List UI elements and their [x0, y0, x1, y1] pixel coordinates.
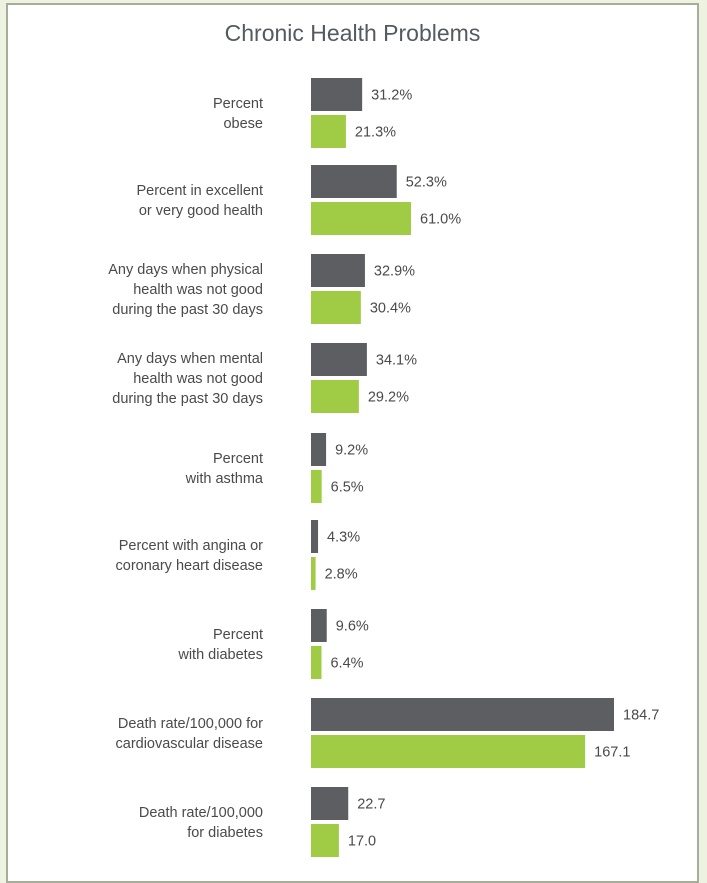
- category-label-2: Any days when physical health was not goo…: [108, 262, 263, 318]
- value-label-green-6: 6.4%: [330, 656, 363, 672]
- value-label-green-2: 30.4%: [370, 301, 411, 317]
- bar-green-2: [311, 291, 361, 324]
- value-label-dark-5: 4.3%: [327, 530, 360, 546]
- value-label-green-3: 29.2%: [368, 390, 409, 406]
- value-label-green-8: 17.0: [348, 834, 376, 850]
- bar-dark-1: [311, 165, 397, 198]
- value-label-dark-4: 9.2%: [335, 443, 368, 459]
- bar-dark-2: [311, 254, 365, 287]
- bar-dark-5: [311, 520, 319, 553]
- value-label-dark-6: 9.6%: [336, 619, 369, 635]
- bar-dark-6: [311, 609, 327, 642]
- chart-title: Chronic Health Problems: [224, 20, 481, 46]
- category-label-4: Percent with asthma: [185, 451, 264, 487]
- category-label-0: Percent obese: [213, 96, 263, 132]
- category-label-7: Death rate/100,000 for cardiovascular dis…: [116, 716, 264, 752]
- category-label-6: Percent with diabetes: [177, 627, 263, 663]
- value-label-dark-0: 31.2%: [371, 88, 412, 104]
- bar-dark-0: [311, 78, 363, 111]
- value-label-green-4: 6.5%: [331, 480, 364, 496]
- value-label-dark-8: 22.7: [357, 797, 385, 813]
- bar-dark-8: [311, 787, 349, 820]
- bar-green-0: [311, 115, 346, 148]
- bar-green-8: [311, 824, 339, 857]
- bar-dark-7: [311, 698, 614, 731]
- bar-green-5: [311, 557, 316, 590]
- value-label-green-5: 2.8%: [325, 567, 358, 583]
- value-label-dark-3: 34.1%: [376, 353, 417, 369]
- category-label-1: Percent in excellent or very good health: [136, 183, 263, 219]
- bar-dark-4: [311, 433, 327, 466]
- bar-green-1: [311, 202, 411, 235]
- category-label-3: Any days when mental health was not good d…: [112, 351, 263, 407]
- value-label-dark-1: 52.3%: [406, 175, 447, 191]
- value-label-dark-7: 184.7: [623, 708, 659, 724]
- bar-dark-3: [311, 343, 367, 376]
- bar-green-7: [311, 735, 586, 768]
- category-label-5: Percent with angina or coronary heart dis…: [116, 538, 264, 574]
- bar-green-6: [311, 646, 322, 679]
- value-label-dark-2: 32.9%: [374, 264, 415, 280]
- value-label-green-7: 167.1: [594, 745, 630, 761]
- value-label-green-0: 21.3%: [355, 125, 396, 141]
- value-label-green-1: 61.0%: [420, 212, 461, 228]
- bar-green-3: [311, 380, 359, 413]
- bar-green-4: [311, 470, 322, 503]
- category-label-8: Death rate/100,000 for diabetes: [139, 805, 263, 841]
